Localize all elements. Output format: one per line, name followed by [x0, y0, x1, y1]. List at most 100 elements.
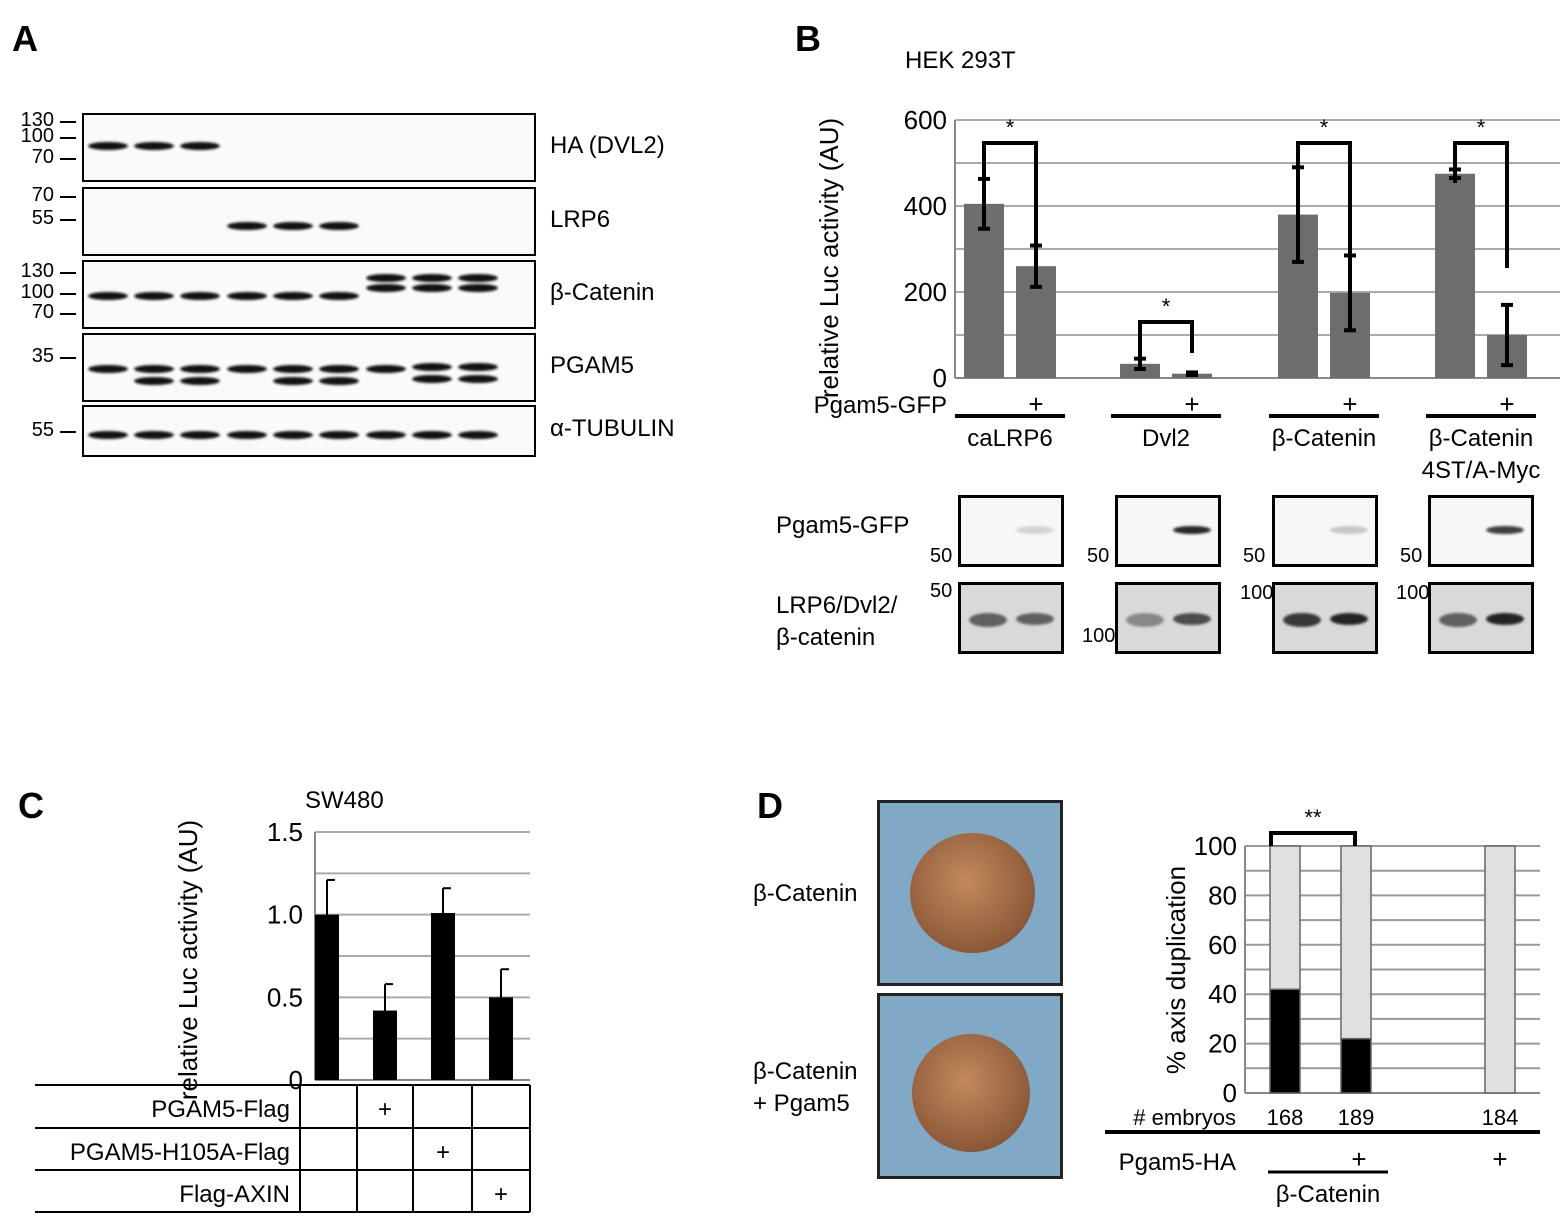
y-tick-label: 40: [1208, 979, 1237, 1009]
y-tick-label: 1.5: [267, 817, 303, 847]
protein-band: [1016, 613, 1054, 625]
plus-sign: +: [378, 1096, 392, 1123]
inset-blot-target: [1115, 582, 1221, 654]
plus-sign: +: [1342, 389, 1357, 419]
protein-band: [1439, 613, 1477, 627]
y-tick-label: 80: [1208, 880, 1237, 910]
protein-band: [227, 365, 267, 373]
mw-marker: 130: [20, 109, 54, 131]
mw-marker: 70: [31, 184, 54, 206]
row-label: # embryos: [1133, 1105, 1236, 1130]
mw-marker: 70: [31, 146, 54, 168]
protein-band: [273, 292, 313, 300]
inset-blot-target: [1428, 582, 1534, 654]
significance-star: *: [1320, 115, 1329, 140]
protein-band: [969, 613, 1007, 627]
embryo-photo: [877, 993, 1063, 1179]
inset-blot-target: [958, 582, 1064, 654]
protein-band: [319, 365, 359, 373]
cell-line-label: HEK 293T: [905, 47, 1016, 74]
protein-band: [366, 365, 406, 373]
protein-band: [180, 377, 220, 385]
embryo: [910, 833, 1035, 953]
protein-band: [458, 284, 498, 292]
mw-marker: 130: [20, 260, 54, 282]
significance-star: *: [1006, 115, 1015, 140]
protein-band: [458, 363, 498, 371]
protein-band: [412, 375, 452, 383]
protein-band: [1126, 613, 1164, 627]
protein-band: [458, 375, 498, 383]
protein-band: [273, 377, 313, 385]
protein-band: [88, 431, 128, 439]
bar: [489, 997, 513, 1080]
mw-marker: 100: [1396, 582, 1430, 604]
mw-marker: 70: [31, 301, 54, 323]
y-tick-label: 600: [904, 105, 947, 135]
inset-blot-target: [1272, 582, 1378, 654]
y-axis-label: % axis duplication: [1161, 866, 1191, 1074]
mw-marker: 50: [1243, 545, 1266, 567]
protein-band: [1486, 526, 1524, 534]
significance-bracket: [982, 141, 1038, 268]
mw-tick: [60, 293, 76, 295]
mw-tick: [60, 219, 76, 221]
protein-band: [319, 222, 359, 230]
protein-band: [412, 363, 452, 371]
photo-label: β-Catenin: [753, 880, 858, 907]
stacked-bar-segment: [1269, 845, 1301, 991]
protein-band: [412, 431, 452, 439]
protein-band: [88, 142, 128, 150]
embryo-count: 184: [1482, 1105, 1519, 1130]
protein-band: [412, 274, 452, 282]
mw-marker: 50: [930, 580, 953, 602]
mw-tick: [60, 272, 76, 274]
stacked-bar-segment: [1269, 988, 1301, 1094]
cell-line-label: SW480: [305, 787, 384, 814]
y-axis-label: relative Luc activity (AU): [173, 820, 203, 1100]
protein-band: [227, 292, 267, 300]
protein-band: [227, 222, 267, 230]
protein-band: [458, 274, 498, 282]
mw-marker: 55: [31, 419, 54, 441]
y-tick-label: 0: [1223, 1078, 1237, 1108]
y-tick-label: 60: [1208, 930, 1237, 960]
table-row-label: PGAM5-Flag: [151, 1096, 290, 1123]
y-tick-label: 0.5: [267, 982, 303, 1012]
protein-band: [1016, 526, 1054, 534]
protein-band: [366, 284, 406, 292]
panel-label-a: A: [12, 18, 38, 59]
protein-band: [180, 431, 220, 439]
bar: [1435, 173, 1475, 378]
inset-label: LRP6/Dvl2/: [776, 592, 898, 619]
protein-band: [134, 431, 174, 439]
mw-tick: [60, 137, 76, 139]
mw-marker: 35: [31, 345, 54, 367]
protein-band: [366, 431, 406, 439]
embryo-count: 189: [1338, 1105, 1375, 1130]
significance-star: *: [1162, 294, 1171, 319]
stacked-bar-segment: [1340, 1037, 1372, 1094]
mw-tick: [60, 158, 76, 160]
mw-marker: 55: [31, 207, 54, 229]
protein-band: [134, 292, 174, 300]
panel-label-d: D: [757, 785, 783, 826]
mw-tick: [60, 313, 76, 315]
protein-band: [134, 142, 174, 150]
protein-band: [134, 365, 174, 373]
protein-band: [180, 365, 220, 373]
row-label: Pgam5-HA: [1119, 1149, 1236, 1176]
y-tick-label: 1.0: [267, 900, 303, 930]
blot-label: β-Catenin: [550, 278, 655, 306]
plus-sign: +: [1499, 389, 1514, 419]
protein-band: [273, 431, 313, 439]
row-label: Pgam5-GFP: [814, 392, 947, 419]
stacked-bar-segment: [1484, 845, 1516, 1094]
significance-bracket: [1138, 320, 1194, 362]
panel-label-b: B: [795, 18, 821, 59]
protein-band: [319, 292, 359, 300]
mw-tick: [60, 121, 76, 123]
plus-sign: +: [1492, 1144, 1507, 1174]
